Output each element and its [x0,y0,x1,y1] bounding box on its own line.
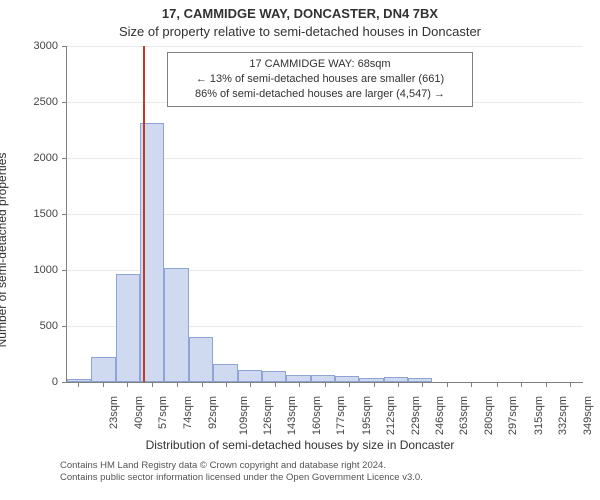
y-tick-label: 500 [18,320,58,332]
x-tick-mark [177,382,178,387]
y-tick-mark [62,326,67,327]
x-tick-label: 143sqm [287,396,299,435]
footer-line-1: Contains HM Land Registry data © Crown c… [60,460,580,472]
x-tick-label: 92sqm [207,396,219,429]
info-line-2: ← 13% of semi-detached houses are smalle… [176,72,464,87]
x-tick-label: 263sqm [459,396,471,435]
histogram-bar [164,268,188,382]
x-tick-mark [422,382,423,387]
x-tick-mark [497,382,498,387]
histogram-bar [262,371,286,382]
x-axis-label: Distribution of semi-detached houses by … [0,438,600,452]
x-tick-mark [521,382,522,387]
histogram-bar [335,376,359,382]
x-tick-label: 126sqm [262,396,274,435]
info-line-1: 17 CAMMIDGE WAY: 68sqm [176,57,464,72]
histogram-bar [408,378,432,382]
plot-area: 17 CAMMIDGE WAY: 68sqm ← 13% of semi-det… [66,46,583,383]
histogram-bar [311,375,335,382]
x-tick-mark [250,382,251,387]
x-tick-label: 109sqm [238,396,250,435]
y-tick-mark [62,102,67,103]
x-tick-label: 23sqm [108,396,120,429]
x-tick-mark [78,382,79,387]
footer-attribution: Contains HM Land Registry data © Crown c… [60,460,580,484]
chart-title-line1: 17, CAMMIDGE WAY, DONCASTER, DN4 7BX [0,6,600,21]
info-box: 17 CAMMIDGE WAY: 68sqm ← 13% of semi-det… [167,52,473,107]
y-tick-mark [62,158,67,159]
histogram-bar [116,274,140,382]
x-tick-mark [275,382,276,387]
y-tick-mark [62,270,67,271]
x-tick-mark [349,382,350,387]
footer-line-2: Contains public sector information licen… [60,472,580,484]
x-tick-label: 40sqm [133,396,145,429]
x-tick-mark [374,382,375,387]
y-axis-label: Number of semi-detached properties [0,55,9,250]
y-tick-label: 2500 [18,96,58,108]
histogram-bar [359,378,383,382]
x-tick-mark [471,382,472,387]
x-tick-label: 177sqm [335,396,347,435]
histogram-bar [238,370,262,382]
y-tick-label: 2000 [18,152,58,164]
y-tick-label: 0 [18,376,58,388]
x-tick-label: 332sqm [558,396,570,435]
y-tick-label: 1500 [18,208,58,220]
x-tick-mark [127,382,128,387]
x-tick-mark [103,382,104,387]
x-tick-label: 160sqm [311,396,323,435]
x-tick-label: 315sqm [533,396,545,435]
y-tick-label: 1000 [18,264,58,276]
x-tick-mark [447,382,448,387]
x-tick-label: 74sqm [182,396,194,429]
x-tick-mark [226,382,227,387]
x-tick-label: 349sqm [582,396,594,435]
chart-title-line2: Size of property relative to semi-detach… [0,24,600,39]
x-tick-mark [546,382,547,387]
x-tick-label: 212sqm [386,396,398,435]
x-tick-label: 229sqm [410,396,422,435]
y-tick-mark [62,382,67,383]
y-tick-label: 3000 [18,40,58,52]
histogram-bar [384,377,408,382]
x-tick-mark [398,382,399,387]
x-tick-mark [570,382,571,387]
x-tick-label: 57sqm [157,396,169,429]
x-tick-label: 246sqm [434,396,446,435]
marker-line [143,46,145,382]
x-tick-label: 195sqm [361,396,373,435]
x-tick-mark [152,382,153,387]
histogram-bar [286,375,310,382]
x-tick-mark [202,382,203,387]
y-tick-mark [62,214,67,215]
histogram-bar [189,337,213,382]
x-tick-mark [299,382,300,387]
x-tick-label: 297sqm [507,396,519,435]
x-tick-label: 280sqm [483,396,495,435]
info-line-3: 86% of semi-detached houses are larger (… [176,87,464,102]
y-tick-mark [62,46,67,47]
chart-container: 17, CAMMIDGE WAY, DONCASTER, DN4 7BX Siz… [0,0,600,500]
histogram-bar [213,364,237,382]
x-tick-mark [325,382,326,387]
histogram-bar [91,357,115,382]
